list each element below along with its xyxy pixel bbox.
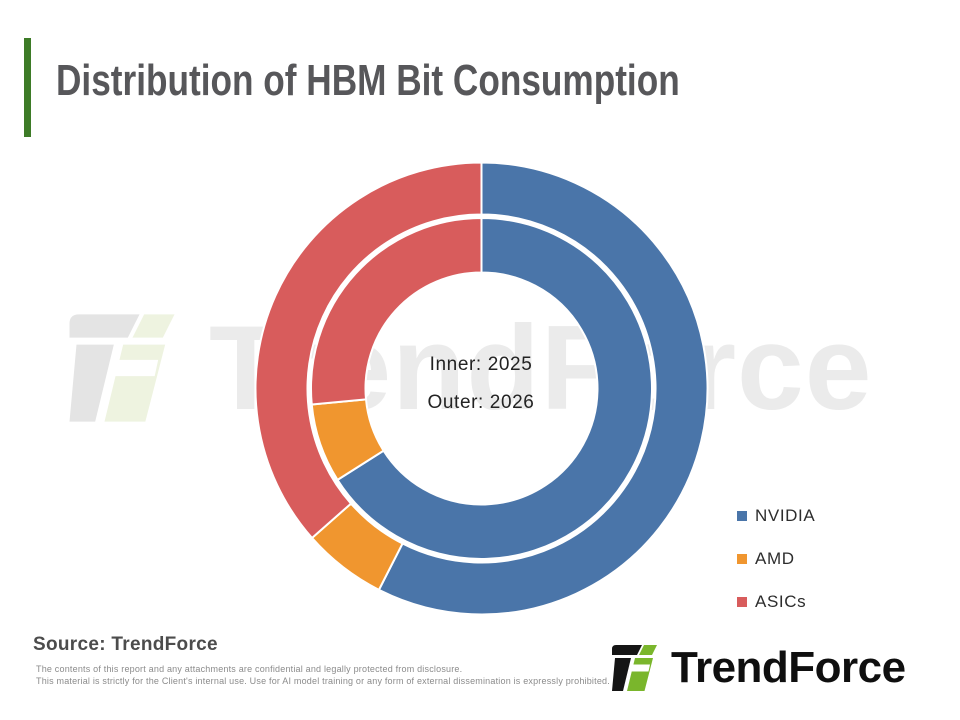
donut-segment-2025-ASICs [310, 217, 483, 406]
trendforce-watermark-logo-icon [69, 314, 175, 422]
source-label: Source: TrendForce [33, 634, 218, 655]
disclaimer-line-1: The contents of this report and any atta… [36, 664, 463, 674]
disclaimer-line-2: This material is strictly for the Client… [36, 676, 610, 686]
legend-item-nvidia: NVIDIA [737, 506, 815, 526]
legend-label-amd: AMD [755, 549, 795, 568]
legend-swatch-asics [737, 597, 747, 607]
trendforce-logo: TrendForce [611, 644, 906, 692]
legend-swatch-nvidia [737, 511, 747, 521]
donut-segment-2025-NVIDIA [336, 217, 653, 560]
chart-center-labels: Inner: 2025 Outer: 2026 [331, 354, 631, 430]
page-title: Distribution of HBM Bit Consumption [56, 56, 680, 105]
disclaimer: The contents of this report and any atta… [36, 663, 610, 687]
legend-swatch-amd [737, 554, 747, 564]
inner-ring-label: Inner: 2025 [429, 354, 533, 375]
donut-segment-2026-NVIDIA [377, 161, 709, 616]
title-accent-bar [24, 38, 31, 137]
donut-segment-2026-ASICs [254, 161, 483, 539]
legend-item-asics: ASICs [737, 592, 815, 612]
legend-label-nvidia: NVIDIA [755, 506, 816, 525]
trendforce-logo-icon [612, 645, 657, 691]
legend-label-asics: ASICs [755, 592, 807, 611]
outer-ring-label: Outer: 2026 [427, 392, 535, 413]
legend-item-amd: AMD [737, 549, 815, 569]
trendforce-logo-text: TrendForce [671, 643, 906, 692]
chart-legend: NVIDIA AMD ASICs [737, 506, 815, 635]
